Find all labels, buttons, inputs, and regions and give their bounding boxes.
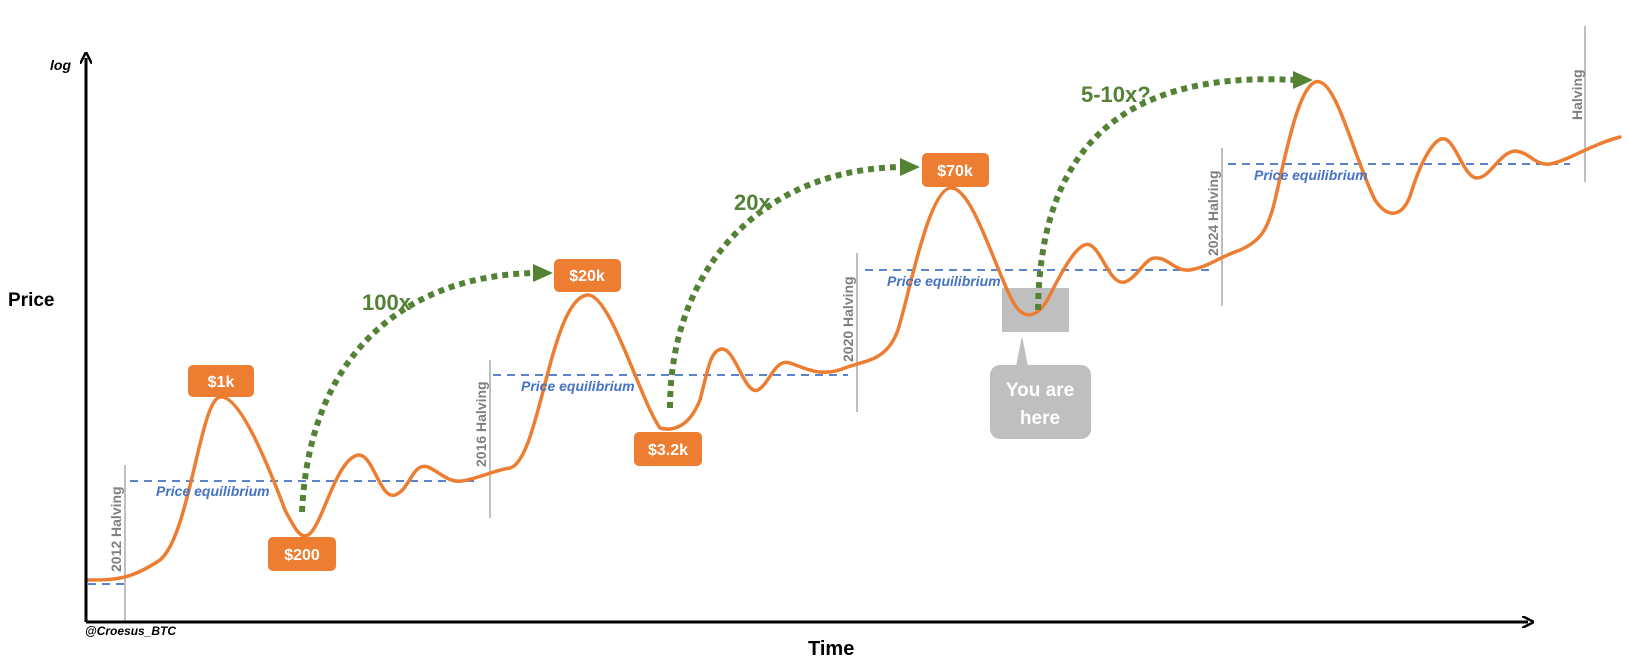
equilibrium-label-3: Price equilibrium <box>887 273 1001 289</box>
callout-bubble <box>990 365 1091 439</box>
halving-label-2020: 2020 Halving <box>840 276 856 362</box>
arrow-100x <box>299 270 536 513</box>
price-label-200: $200 <box>284 547 320 564</box>
y-scale-label: log <box>50 57 71 73</box>
halving-label-2024: 2024 Halving <box>1205 170 1221 256</box>
price-badge-200-bg <box>268 537 336 571</box>
price-label-1k: $1k <box>208 374 235 391</box>
equilibrium-label-4: Price equilibrium <box>1254 167 1368 183</box>
arrow-20x <box>667 164 901 409</box>
price-badges <box>188 153 989 571</box>
halving-label-next: Halving <box>1569 69 1585 120</box>
price-badge-1k-bg <box>188 365 254 397</box>
price-badge-70k-bg <box>922 153 989 187</box>
multiplier-5-10x: 5-10x? <box>1081 82 1151 107</box>
multiplier-20x: 20x <box>734 190 771 215</box>
equilibrium-lines <box>88 163 1570 585</box>
price-label-70k: $70k <box>937 163 973 180</box>
arrow-5-10x <box>1035 76 1296 311</box>
growth-arrows <box>299 76 1296 513</box>
halving-label-2016: 2016 Halving <box>473 381 489 467</box>
callout-line-2: here <box>1020 408 1060 429</box>
callout-line-1: You are <box>1006 380 1074 401</box>
price-badge-3-2k-bg <box>634 432 702 466</box>
equilibrium-label-2: Price equilibrium <box>521 378 635 394</box>
equilibrium-label-1: Price equilibrium <box>156 483 270 499</box>
multiplier-100x: 100x <box>362 290 412 315</box>
callout-pointer <box>1016 336 1028 366</box>
price-curve <box>85 80 1622 582</box>
arrowhead-5-10x <box>1293 71 1313 89</box>
author-credit: @Croesus_BTC <box>85 624 177 638</box>
halving-lines <box>124 26 1586 622</box>
arrowhead-100x <box>533 264 553 282</box>
arrowhead-20x <box>900 158 920 176</box>
growth-arrowheads <box>533 71 1313 282</box>
y-axis-label: Price <box>8 290 55 311</box>
price-label-3-2k: $3.2k <box>648 442 688 459</box>
you-are-here-callout: You are here <box>990 336 1091 439</box>
price-badge-20k-bg <box>554 259 621 292</box>
x-axis-label: Time <box>808 638 855 660</box>
halving-label-2012: 2012 Halving <box>108 486 124 572</box>
price-label-20k: $20k <box>569 268 605 285</box>
